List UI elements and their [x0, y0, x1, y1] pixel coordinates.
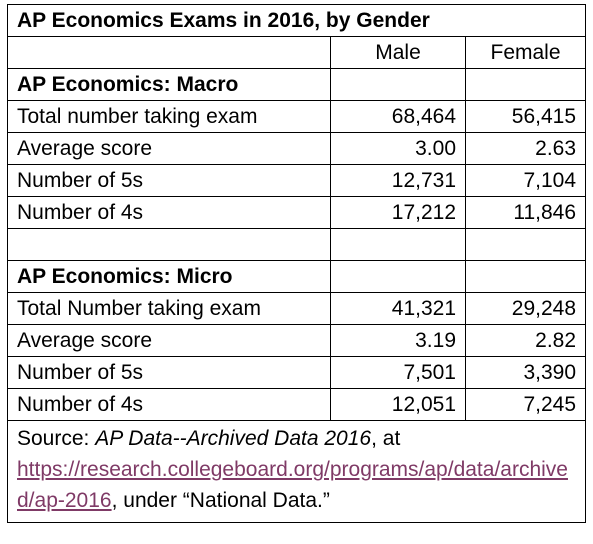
empty-cell — [464, 68, 587, 101]
empty-cell — [7, 228, 331, 261]
exam-table-container: AP Economics Exams in 2016, by Gender Ma… — [6, 4, 587, 523]
table-row: Average score 3.00 2.63 — [7, 132, 587, 165]
male-value: 41,321 — [330, 292, 466, 325]
header-blank-cell — [7, 36, 331, 69]
female-value: 11,846 — [464, 196, 587, 229]
section-header-row: AP Economics: Macro — [7, 68, 587, 101]
female-value: 7,245 — [464, 388, 587, 421]
empty-cell — [464, 260, 587, 293]
female-value: 56,415 — [464, 100, 587, 133]
empty-cell — [330, 260, 466, 293]
spacer-row — [7, 228, 587, 261]
table-title: AP Economics Exams in 2016, by Gender — [6, 4, 587, 37]
table-row: Number of 4s 17,212 11,846 — [7, 196, 587, 229]
empty-cell — [330, 68, 466, 101]
row-label: Number of 5s — [7, 356, 331, 389]
male-value: 3.19 — [330, 324, 466, 357]
empty-cell — [330, 228, 466, 261]
male-value: 3.00 — [330, 132, 466, 165]
row-label: Number of 5s — [7, 164, 331, 197]
section-header-row: AP Economics: Micro — [7, 260, 587, 293]
table-row: Number of 5s 12,731 7,104 — [7, 164, 587, 197]
row-label: Average score — [7, 324, 331, 357]
female-value: 2.63 — [464, 132, 587, 165]
source-note: Source: AP Data--Archived Data 2016, at … — [6, 420, 587, 523]
male-value: 12,731 — [330, 164, 466, 197]
table-row: Average score 3.19 2.82 — [7, 324, 587, 357]
header-female: Female — [464, 36, 587, 69]
female-value: 2.82 — [464, 324, 587, 357]
row-label: Total Number taking exam — [7, 292, 331, 325]
source-middle: , at — [371, 427, 401, 450]
table-row: Total Number taking exam 41,321 29,248 — [7, 292, 587, 325]
header-male: Male — [330, 36, 466, 69]
male-value: 68,464 — [330, 100, 466, 133]
source-row: Source: AP Data--Archived Data 2016, at … — [6, 420, 587, 523]
table-row: Number of 5s 7,501 3,390 — [7, 356, 587, 389]
female-value: 3,390 — [464, 356, 587, 389]
source-link[interactable]: https://research.collegeboard.org/progra… — [17, 458, 568, 512]
section-title-micro: AP Economics: Micro — [7, 260, 331, 293]
column-header-row: Male Female — [7, 36, 587, 69]
row-label: Number of 4s — [7, 388, 331, 421]
source-title: AP Data--Archived Data 2016 — [95, 427, 372, 450]
empty-cell — [464, 228, 587, 261]
male-value: 17,212 — [330, 196, 466, 229]
male-value: 7,501 — [330, 356, 466, 389]
female-value: 29,248 — [464, 292, 587, 325]
female-value: 7,104 — [464, 164, 587, 197]
male-value: 12,051 — [330, 388, 466, 421]
row-label: Number of 4s — [7, 196, 331, 229]
table-row: Number of 4s 12,051 7,245 — [7, 388, 587, 421]
row-label: Average score — [7, 132, 331, 165]
title-row: AP Economics Exams in 2016, by Gender — [6, 4, 587, 37]
row-label: Total number taking exam — [7, 100, 331, 133]
source-suffix: , under “National Data.” — [111, 489, 330, 512]
section-title-macro: AP Economics: Macro — [7, 68, 331, 101]
table-row: Total number taking exam 68,464 56,415 — [7, 100, 587, 133]
source-prefix: Source: — [17, 427, 96, 450]
ap-economics-table: AP Economics Exams in 2016, by Gender Ma… — [6, 4, 587, 523]
